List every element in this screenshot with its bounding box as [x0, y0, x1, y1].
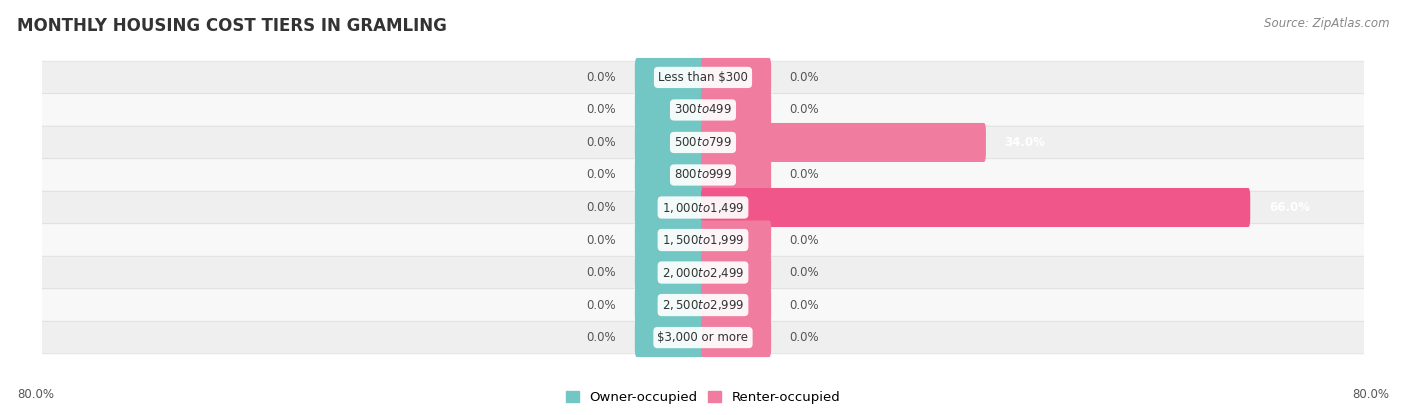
FancyBboxPatch shape [702, 58, 770, 97]
FancyBboxPatch shape [702, 220, 770, 259]
Text: $2,000 to $2,499: $2,000 to $2,499 [662, 266, 744, 280]
Text: $3,000 or more: $3,000 or more [658, 331, 748, 344]
Text: 0.0%: 0.0% [790, 71, 820, 84]
Text: 0.0%: 0.0% [586, 331, 616, 344]
Text: 0.0%: 0.0% [586, 201, 616, 214]
FancyBboxPatch shape [636, 318, 704, 357]
Text: 34.0%: 34.0% [1004, 136, 1046, 149]
Text: 0.0%: 0.0% [586, 168, 616, 181]
Text: 0.0%: 0.0% [790, 266, 820, 279]
Text: 0.0%: 0.0% [586, 298, 616, 312]
Text: Less than $300: Less than $300 [658, 71, 748, 84]
FancyBboxPatch shape [41, 61, 1365, 94]
FancyBboxPatch shape [702, 318, 770, 357]
Text: $800 to $999: $800 to $999 [673, 168, 733, 181]
FancyBboxPatch shape [702, 123, 986, 162]
FancyBboxPatch shape [636, 220, 704, 259]
FancyBboxPatch shape [41, 94, 1365, 126]
FancyBboxPatch shape [702, 90, 770, 129]
Text: $2,500 to $2,999: $2,500 to $2,999 [662, 298, 744, 312]
FancyBboxPatch shape [636, 123, 704, 162]
FancyBboxPatch shape [636, 156, 704, 195]
Text: 0.0%: 0.0% [790, 298, 820, 312]
FancyBboxPatch shape [636, 253, 704, 292]
Text: 66.0%: 66.0% [1268, 201, 1310, 214]
Text: 0.0%: 0.0% [790, 103, 820, 117]
FancyBboxPatch shape [702, 253, 770, 292]
Text: 0.0%: 0.0% [586, 234, 616, 247]
FancyBboxPatch shape [41, 191, 1365, 224]
Text: $300 to $499: $300 to $499 [673, 103, 733, 117]
FancyBboxPatch shape [636, 58, 704, 97]
FancyBboxPatch shape [702, 286, 770, 325]
FancyBboxPatch shape [636, 90, 704, 129]
Text: 80.0%: 80.0% [1353, 388, 1389, 401]
Text: 0.0%: 0.0% [586, 71, 616, 84]
Text: 0.0%: 0.0% [790, 331, 820, 344]
Text: $1,000 to $1,499: $1,000 to $1,499 [662, 200, 744, 215]
Text: $500 to $799: $500 to $799 [673, 136, 733, 149]
Text: 0.0%: 0.0% [586, 266, 616, 279]
FancyBboxPatch shape [702, 188, 1250, 227]
Text: 0.0%: 0.0% [790, 168, 820, 181]
FancyBboxPatch shape [636, 286, 704, 325]
Text: 0.0%: 0.0% [586, 103, 616, 117]
Text: 0.0%: 0.0% [790, 234, 820, 247]
Text: MONTHLY HOUSING COST TIERS IN GRAMLING: MONTHLY HOUSING COST TIERS IN GRAMLING [17, 17, 447, 34]
FancyBboxPatch shape [41, 256, 1365, 289]
FancyBboxPatch shape [702, 156, 770, 195]
FancyBboxPatch shape [41, 159, 1365, 191]
Text: 80.0%: 80.0% [17, 388, 53, 401]
Legend: Owner-occupied, Renter-occupied: Owner-occupied, Renter-occupied [560, 386, 846, 409]
FancyBboxPatch shape [41, 321, 1365, 354]
FancyBboxPatch shape [636, 188, 704, 227]
Text: 0.0%: 0.0% [586, 136, 616, 149]
Text: Source: ZipAtlas.com: Source: ZipAtlas.com [1264, 17, 1389, 29]
FancyBboxPatch shape [41, 224, 1365, 256]
Text: $1,500 to $1,999: $1,500 to $1,999 [662, 233, 744, 247]
FancyBboxPatch shape [41, 126, 1365, 159]
FancyBboxPatch shape [41, 289, 1365, 321]
